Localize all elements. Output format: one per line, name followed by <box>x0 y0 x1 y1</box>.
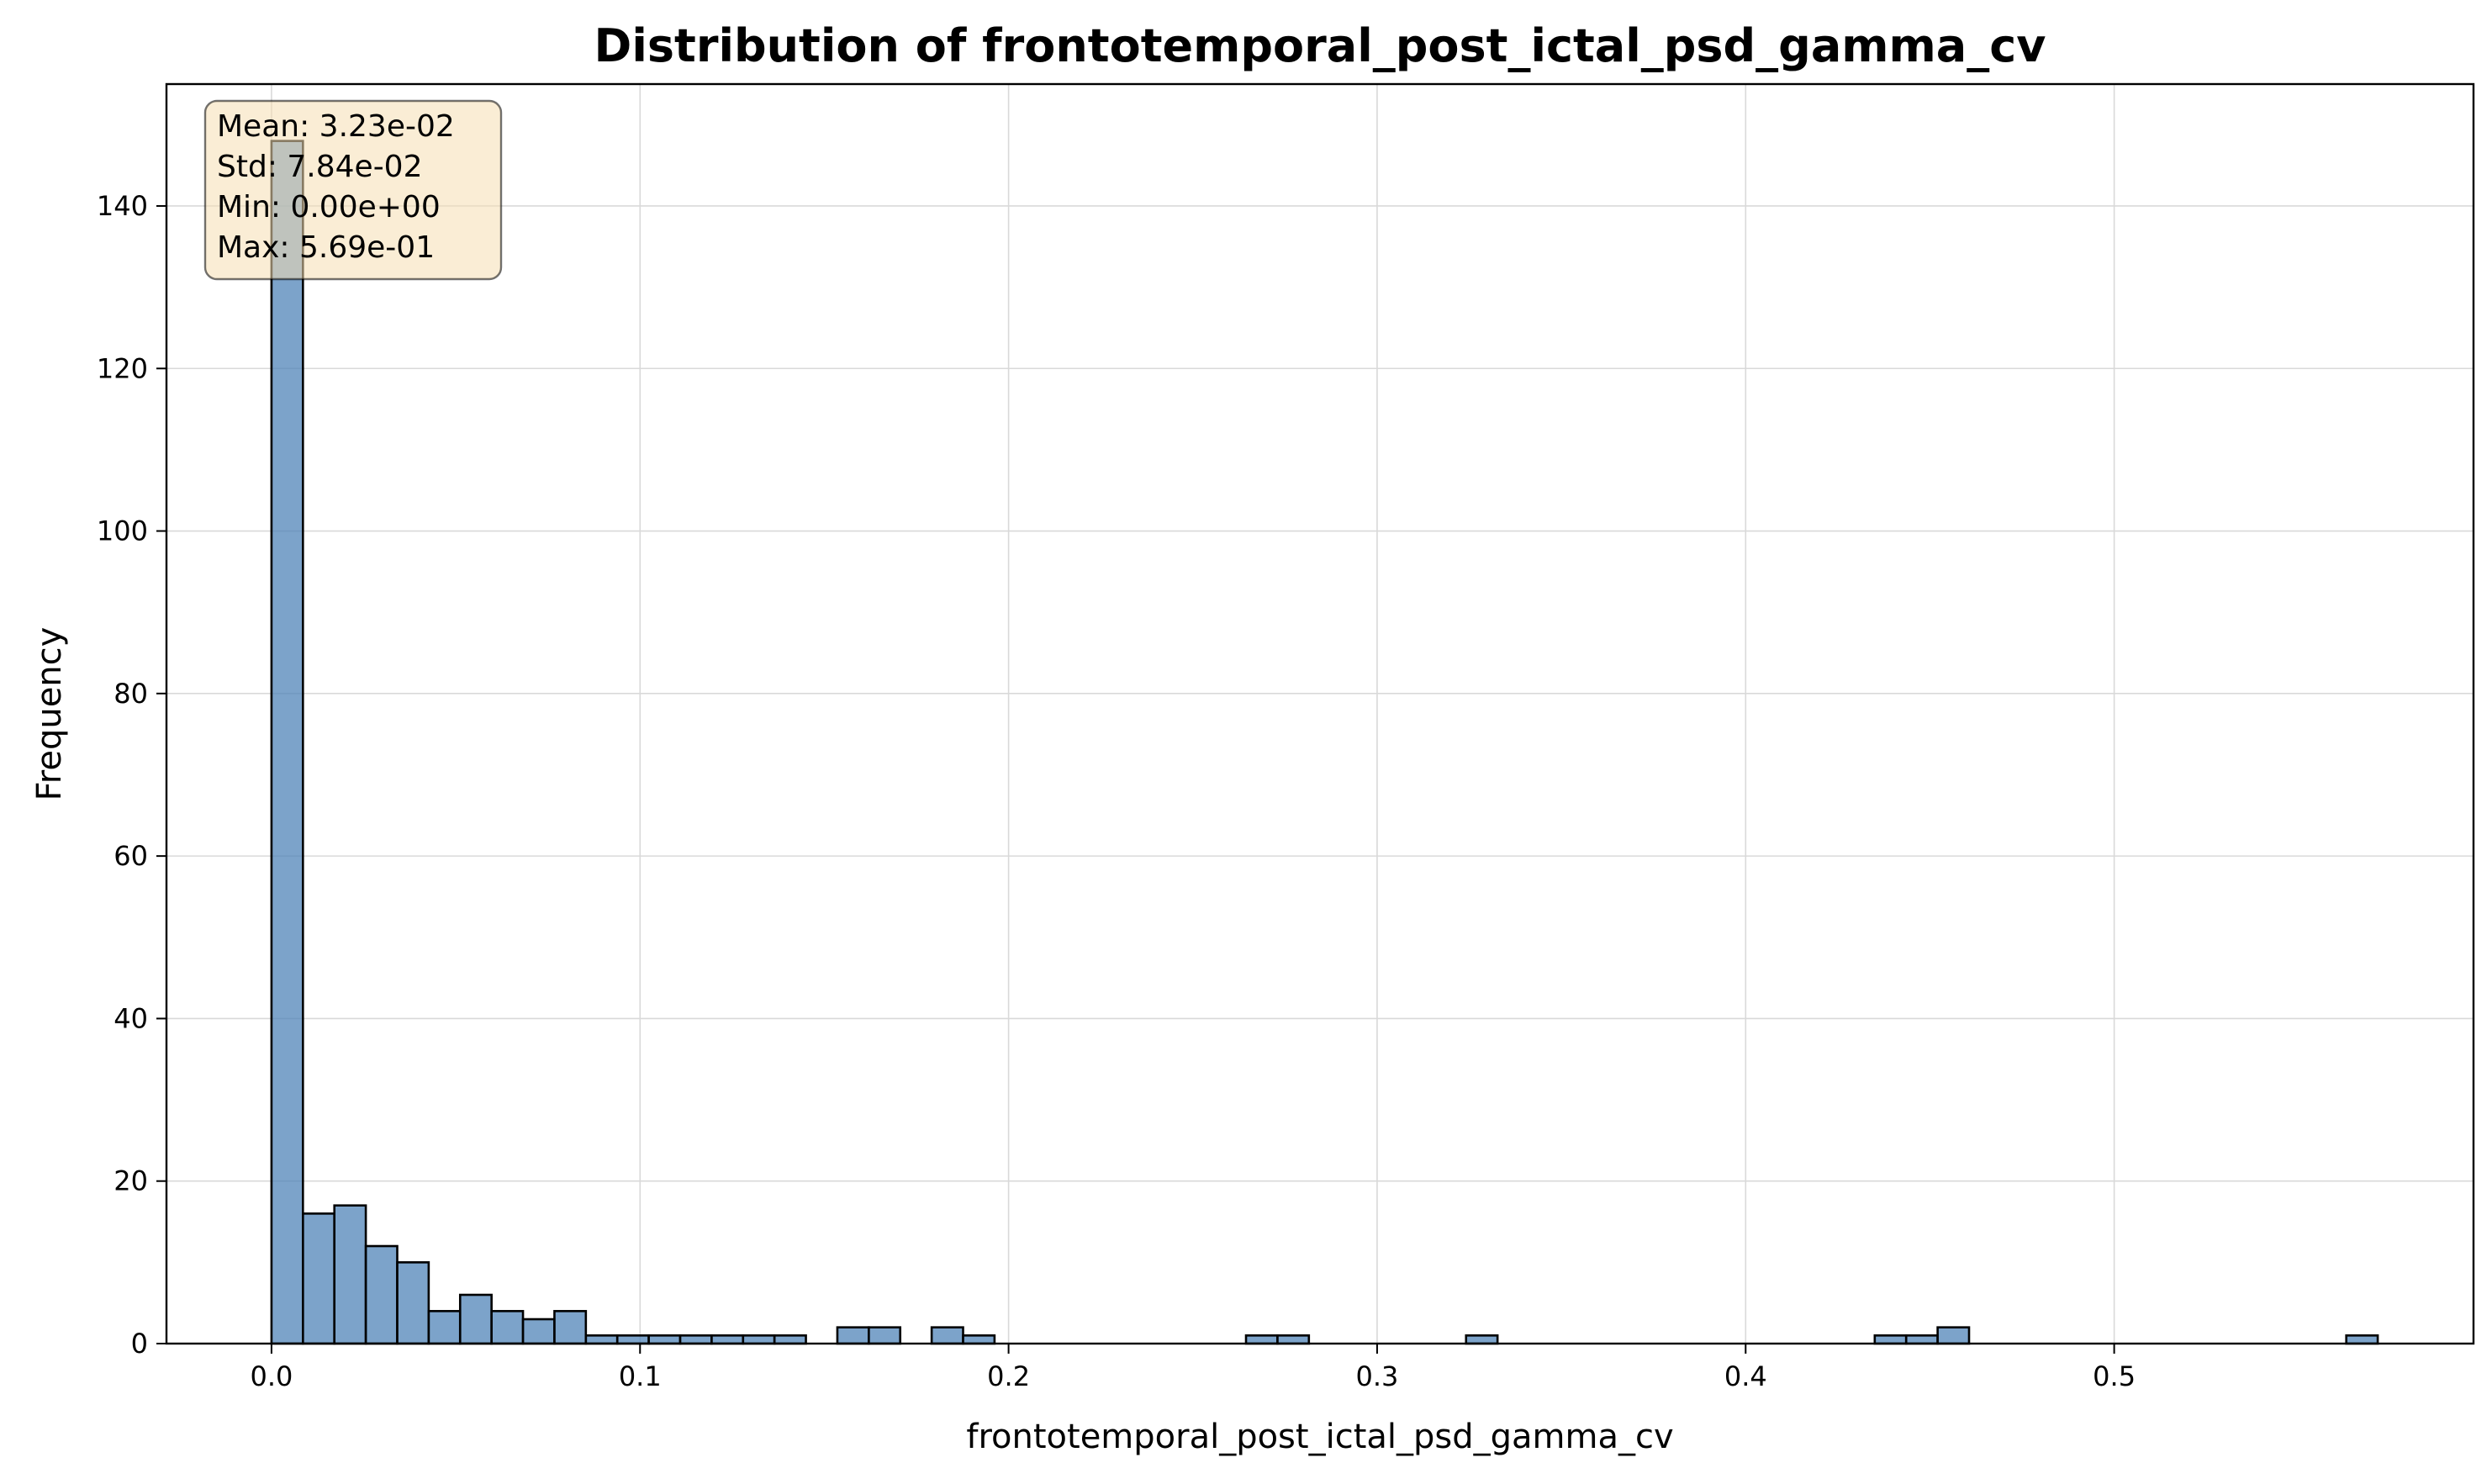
stats-box-background <box>203 99 503 281</box>
histogram-bar <box>1873 1334 1908 1345</box>
histogram-bar <box>333 1204 367 1345</box>
histogram-bar <box>962 1334 996 1345</box>
stats-box: Mean: 3.23e-02 Std: 7.84e-02 Min: 0.00e+… <box>203 99 503 281</box>
x-tick-label: 0.0 <box>250 1360 293 1392</box>
x-tick-label: 0.1 <box>619 1360 662 1392</box>
histogram-bar <box>710 1334 745 1345</box>
histogram-bar <box>270 140 304 1345</box>
histogram-bar <box>302 1212 336 1345</box>
histogram-bar <box>647 1334 682 1345</box>
y-tick-label: 0 <box>131 1328 148 1360</box>
histogram-bar <box>773 1334 807 1345</box>
histogram-bar <box>615 1334 650 1345</box>
histogram-bar <box>521 1318 556 1345</box>
histogram-bar <box>2345 1334 2379 1345</box>
histogram-bar <box>1276 1334 1311 1345</box>
histogram-bar <box>742 1334 776 1345</box>
histogram-bar <box>1904 1334 1939 1345</box>
histogram-bar <box>1936 1326 1971 1345</box>
histogram-bar <box>364 1244 399 1345</box>
x-tick-label: 0.5 <box>2093 1360 2136 1392</box>
histogram-bar <box>868 1326 902 1345</box>
histogram-bar <box>1244 1334 1279 1345</box>
chart-title: Distribution of frontotemporal_post_icta… <box>594 19 2046 72</box>
histogram-bars <box>270 140 2379 1345</box>
y-tick-label: 140 <box>97 190 148 222</box>
y-axis-label: Frequency <box>30 627 69 801</box>
histogram-bar <box>458 1293 493 1345</box>
axis-ticks: 0.0 0.1 0.2 0.3 0.4 0.5 0 20 40 60 80 100 120 140 <box>97 190 2136 1392</box>
histogram-bar <box>553 1310 588 1345</box>
stats-mean: Mean: 3.23e-02 <box>217 109 455 144</box>
histogram-bar <box>584 1334 619 1345</box>
x-tick-label: 0.2 <box>987 1360 1030 1392</box>
stats-std: Std: 7.84e-02 <box>217 150 423 184</box>
histogram-bar <box>490 1310 525 1345</box>
plot-frame <box>165 82 2475 1345</box>
stats-min: Min: 0.00e+00 <box>217 190 441 224</box>
histogram-bar <box>427 1310 462 1345</box>
grid-lines <box>166 84 2474 1344</box>
histogram-bar <box>836 1326 870 1345</box>
x-axis-label: frontotemporal_post_ictal_psd_gamma_cv <box>966 1418 1673 1456</box>
stats-max: Max: 5.69e-01 <box>217 230 435 265</box>
histogram-bar <box>678 1334 713 1345</box>
y-tick-label: 40 <box>114 1002 148 1034</box>
x-tick-label: 0.3 <box>1355 1360 1398 1392</box>
y-tick-label: 60 <box>114 840 148 872</box>
x-tick-label: 0.4 <box>1724 1360 1767 1392</box>
y-tick-label: 100 <box>97 515 148 547</box>
y-tick-label: 120 <box>97 352 148 384</box>
y-tick-label: 80 <box>114 678 148 710</box>
histogram-bar <box>1465 1334 1499 1345</box>
histogram-bar <box>396 1261 430 1345</box>
histogram-bar <box>930 1326 964 1345</box>
y-tick-label: 20 <box>114 1165 148 1197</box>
